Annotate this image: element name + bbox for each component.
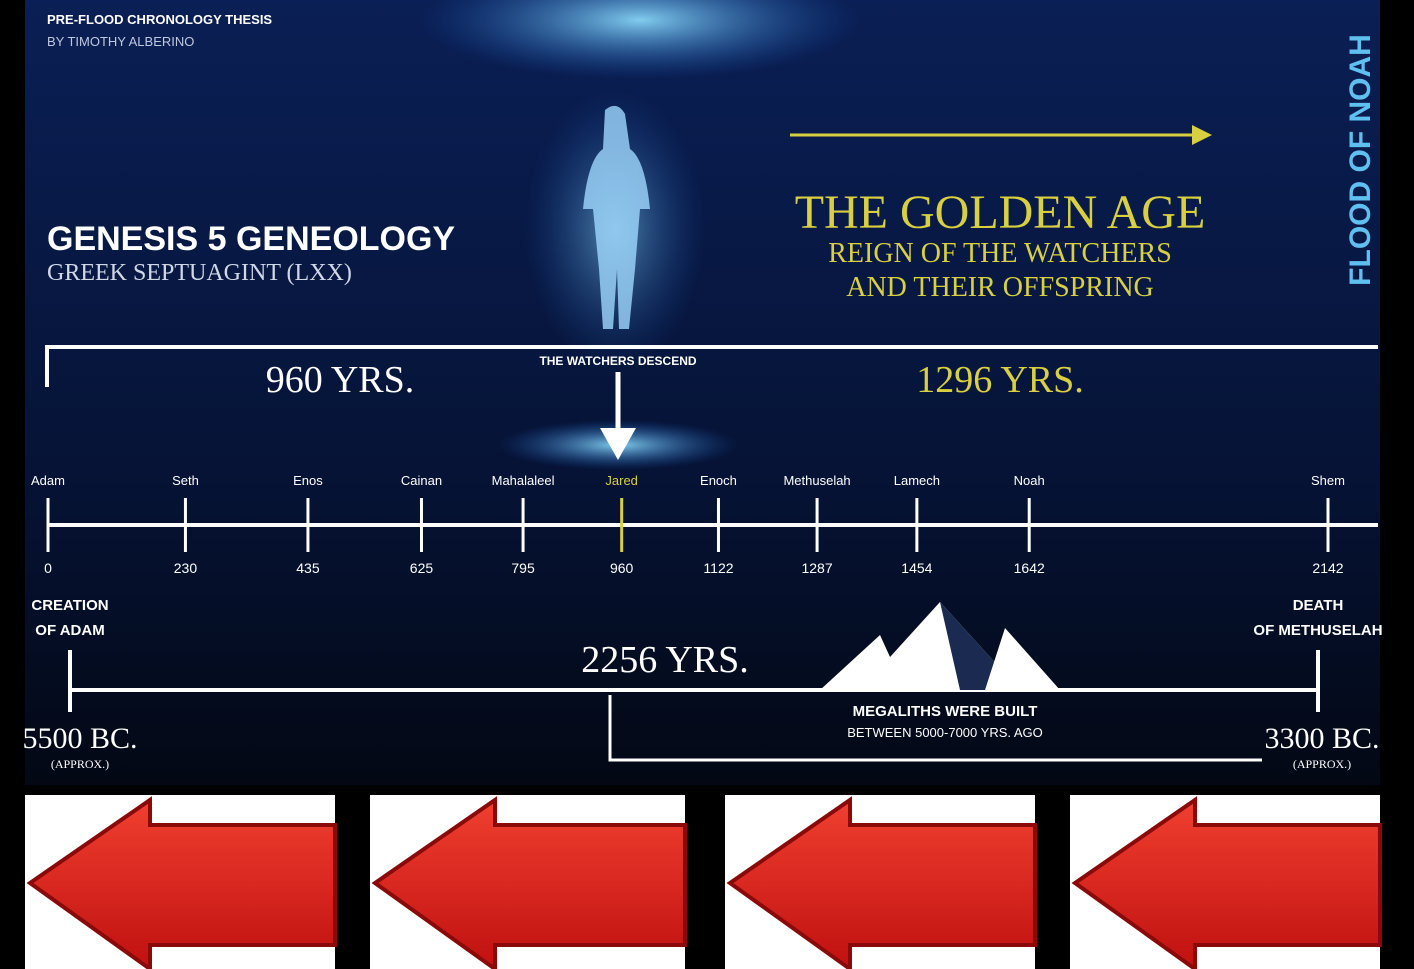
arrow-panel [25, 795, 335, 969]
arrow-panel [1070, 795, 1380, 969]
person-name: Lamech [894, 473, 940, 488]
person-name: Noah [1014, 473, 1045, 488]
year-label: 1454 [901, 560, 932, 576]
left-title: GENESIS 5 GENEOLOGY [47, 220, 455, 258]
person-name: Jared [605, 473, 638, 488]
flood-label: FLOOD OF NOAH [1344, 34, 1377, 286]
year-label: 230 [174, 560, 198, 576]
person-name: Adam [31, 473, 65, 488]
year-label: 1642 [1014, 560, 1045, 576]
end-label: DEATH [1293, 597, 1344, 614]
year-label: 435 [296, 560, 320, 576]
year-label: 1122 [703, 560, 733, 576]
year-label: 625 [410, 560, 434, 576]
start-label: OF ADAM [35, 622, 104, 639]
arrow-panel [725, 795, 1035, 969]
start-label: CREATION [31, 597, 108, 614]
person-name: Shem [1311, 473, 1345, 488]
year-label: 0 [44, 560, 52, 576]
header-author: BY TIMOTHY ALBERINO [47, 34, 194, 49]
person-name: Enoch [700, 473, 737, 488]
arrow-panel [370, 795, 685, 969]
person-name: Mahalaleel [492, 473, 555, 488]
person-name: Methuselah [783, 473, 850, 488]
year-label: 795 [511, 560, 535, 576]
watchers-label: THE WATCHERS DESCEND [539, 354, 696, 368]
end-note: (APPROX.) [1293, 757, 1351, 771]
year-label: 2142 [1312, 560, 1343, 576]
left-subtitle: GREEK SEPTUAGINT (LXX) [47, 260, 352, 286]
end-date: 3300 BC. [1264, 722, 1379, 755]
arrow-panels [25, 795, 1380, 969]
page: PRE-FLOOD CHRONOLOGY THESIS BY TIMOTHY A… [0, 0, 1414, 969]
person-name: Enos [293, 473, 323, 488]
span-label: 1296 YRS. [916, 359, 1084, 401]
span-label: 2256 YRS. [581, 639, 749, 681]
span-label: 960 YRS. [266, 359, 415, 401]
header-title: PRE-FLOOD CHRONOLOGY THESIS [47, 12, 272, 27]
megalith-label: BETWEEN 5000-7000 YRS. AGO [847, 725, 1043, 740]
megalith-label: MEGALITHS WERE BUILT [853, 703, 1038, 720]
golden-title: THE GOLDEN AGE [795, 186, 1206, 239]
person-name: Cainan [401, 473, 442, 488]
year-label: 1287 [801, 560, 832, 576]
golden-line: REIGN OF THE WATCHERS [828, 238, 1172, 269]
golden-line: AND THEIR OFFSPRING [846, 272, 1154, 303]
year-label: 960 [610, 560, 634, 576]
infographic: PRE-FLOOD CHRONOLOGY THESIS BY TIMOTHY A… [0, 0, 1414, 969]
end-label: OF METHUSELAH [1253, 622, 1382, 639]
start-note: (APPROX.) [51, 757, 109, 771]
person-name: Seth [172, 473, 199, 488]
start-date: 5500 BC. [22, 722, 137, 755]
